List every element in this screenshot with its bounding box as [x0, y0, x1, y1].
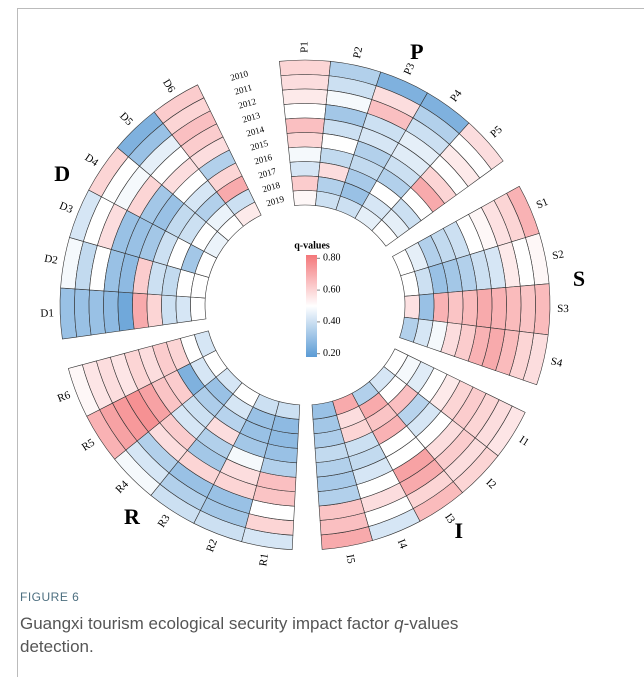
- caption-label: FIGURE 6: [20, 590, 80, 604]
- factor-label: R6: [56, 389, 73, 405]
- heat-cell: [280, 74, 330, 91]
- heat-cell: [291, 175, 319, 192]
- heat-cell: [283, 103, 327, 120]
- factor-label: I4: [395, 538, 410, 551]
- year-label: 2013: [241, 110, 262, 125]
- factor-label: I5: [344, 553, 357, 565]
- heat-cell: [59, 287, 78, 340]
- heat-cell: [146, 293, 164, 328]
- group-label: S: [573, 266, 585, 291]
- heat-cell: [282, 88, 328, 105]
- factor-label: S2: [551, 248, 565, 262]
- colorbar-tick-label: 0.20: [323, 348, 341, 359]
- factor-label: D5: [117, 110, 135, 128]
- factor-label: S4: [549, 355, 564, 369]
- factor-label: P3: [402, 61, 418, 77]
- frame-line: [17, 8, 644, 9]
- heat-cell: [432, 292, 449, 323]
- colorbar-tick-label: 0.80: [323, 252, 341, 263]
- heat-cell: [103, 290, 121, 334]
- heat-cell: [279, 59, 331, 77]
- year-label: 2018: [261, 180, 282, 195]
- heat-cell: [288, 146, 322, 163]
- group-label: R: [124, 504, 141, 529]
- heat-cell: [289, 161, 321, 178]
- heat-cell: [403, 294, 420, 320]
- heat-cell: [194, 330, 217, 358]
- factor-label: S1: [535, 196, 550, 212]
- factor-label: I1: [517, 434, 531, 449]
- heat-cell: [533, 283, 551, 336]
- heat-cell: [519, 284, 536, 334]
- heat-cell: [418, 293, 435, 322]
- factor-label: R1: [257, 552, 271, 567]
- heat-cell: [475, 288, 493, 329]
- year-label: 2010: [229, 68, 250, 83]
- heat-cell: [274, 401, 301, 420]
- factor-label: P4: [448, 87, 465, 104]
- colorbar-tick-label: 0.60: [323, 284, 341, 295]
- heat-cell: [447, 290, 464, 325]
- factor-label: D3: [57, 200, 74, 216]
- factor-label: S3: [557, 303, 569, 315]
- caption-symbol: q: [394, 614, 404, 633]
- group-label: D: [54, 161, 70, 186]
- heat-cell: [311, 400, 337, 420]
- legend-title: q-values: [294, 240, 330, 251]
- caption-part: Guangxi tourism ecological security impa…: [20, 614, 395, 633]
- year-label: 2015: [249, 138, 270, 153]
- factor-label: P2: [351, 46, 365, 60]
- year-label: 2011: [233, 82, 253, 96]
- year-label: 2012: [237, 96, 257, 111]
- frame-line: [17, 8, 18, 677]
- factor-label: D4: [82, 152, 100, 170]
- caption-text: Guangxi tourism ecological security impa…: [20, 612, 500, 658]
- colorbar: [306, 255, 317, 357]
- heat-cell: [371, 219, 399, 247]
- heat-cell: [161, 294, 178, 326]
- year-label: 2016: [253, 152, 274, 167]
- factor-label: D2: [43, 253, 58, 267]
- factor-label: D1: [40, 307, 54, 319]
- year-label: 2019: [265, 194, 286, 209]
- heat-cell: [74, 288, 92, 338]
- heat-cell: [292, 190, 318, 206]
- heat-cell: [490, 287, 507, 330]
- factor-label: D6: [160, 77, 178, 95]
- group-label: P: [410, 39, 423, 64]
- group-label: I: [454, 518, 463, 543]
- heat-cell: [234, 201, 262, 227]
- heat-cell: [399, 316, 419, 343]
- year-label: 2014: [245, 124, 266, 139]
- heat-cell: [190, 296, 207, 322]
- colorbar-tick-label: 0.40: [323, 316, 341, 327]
- factor-label: P1: [299, 41, 311, 53]
- year-label: 2017: [257, 166, 278, 181]
- heat-cell: [117, 291, 135, 332]
- heat-cell: [461, 289, 478, 327]
- heat-cell: [175, 295, 192, 324]
- heat-cell: [285, 117, 325, 134]
- factor-label: I2: [483, 476, 498, 491]
- caption-part: -values detection.: [20, 614, 459, 656]
- factor-label: R2: [204, 538, 220, 554]
- heat-cell: [132, 292, 149, 330]
- heat-cell: [504, 285, 522, 332]
- chart: q-values P1 P2P3P4P5PS1S2S3S4SI1I2I3I4I5I…: [40, 39, 585, 567]
- factor-label: R4: [113, 478, 131, 496]
- factor-label: P5: [488, 123, 505, 140]
- heat-cell: [88, 289, 106, 336]
- factor-label: R3: [156, 512, 173, 530]
- factor-label: R5: [80, 436, 98, 453]
- heat-cell: [286, 132, 324, 149]
